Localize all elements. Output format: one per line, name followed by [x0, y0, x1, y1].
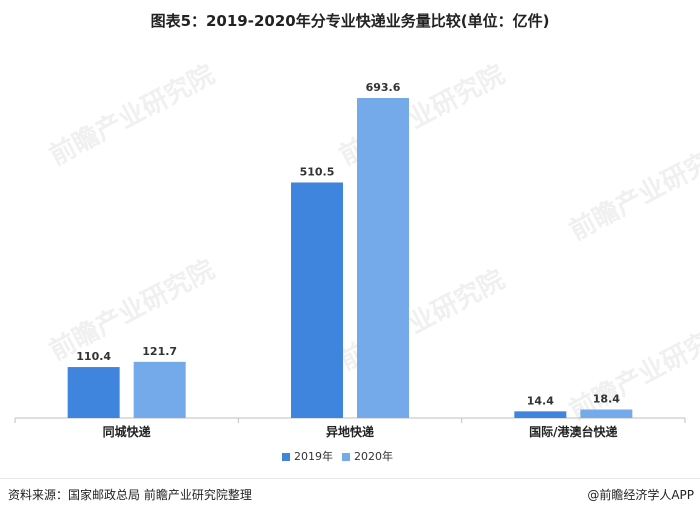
data-label: 693.6 [366, 81, 401, 94]
data-label: 110.4 [76, 350, 111, 363]
footer-divider [0, 478, 700, 479]
legend-label: 2019年 [294, 449, 333, 463]
data-label: 14.4 [527, 394, 554, 407]
chart-title: 图表5：2019-2020年分专业快递业务量比较(单位：亿件) [150, 12, 550, 30]
data-label: 510.5 [300, 165, 335, 178]
legend-swatch [282, 453, 290, 461]
bar-2020年 [357, 98, 409, 418]
brand-label: @前瞻经济学人APP [587, 488, 694, 502]
bar-2019年 [291, 182, 343, 418]
data-label: 18.4 [593, 393, 620, 406]
x-tick-label: 国际/港澳台快递 [529, 424, 617, 439]
x-tick-label: 同城快递 [103, 424, 151, 439]
bar-2020年 [580, 409, 633, 418]
bar-2020年 [133, 361, 186, 418]
data-label: 121.7 [142, 345, 177, 358]
bar-2019年 [514, 411, 567, 418]
bar-2019年 [67, 367, 120, 418]
x-tick-label: 异地快递 [326, 424, 374, 439]
source-note: 资料来源：国家邮政总局 前瞻产业研究院整理 [8, 488, 252, 502]
legend-label: 2020年 [354, 449, 393, 463]
legend-swatch [342, 453, 350, 461]
bar-chart: 110.4 121.7 同城快递 510.5 693.6 异地快递 14.4 18.4 国际/港… [14, 81, 686, 463]
